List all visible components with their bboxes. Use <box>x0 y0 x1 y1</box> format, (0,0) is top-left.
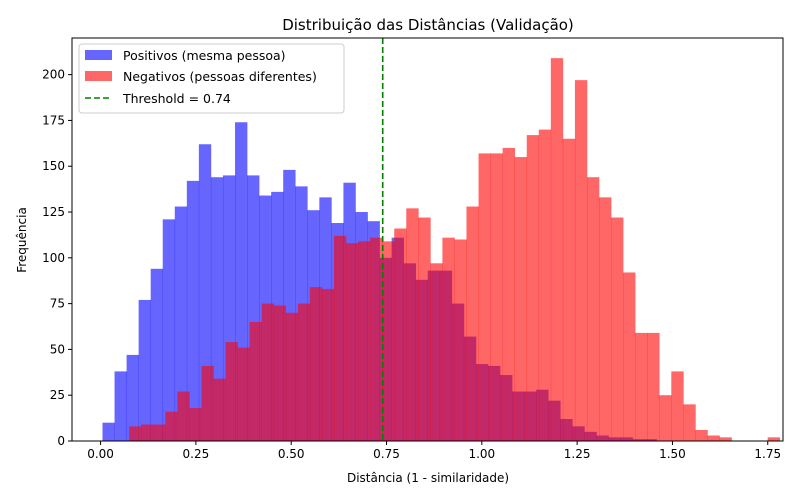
negative-bar <box>189 408 202 441</box>
negative-bar <box>586 177 600 441</box>
x-tick-label: 1.75 <box>754 447 781 461</box>
x-tick-label: 1.25 <box>564 447 591 461</box>
x-tick-label: 0.50 <box>278 447 305 461</box>
negative-bar <box>370 237 383 441</box>
negative-bar <box>321 288 335 441</box>
negative-bar <box>309 287 323 441</box>
negative-bar <box>129 426 142 441</box>
positive-bar <box>186 180 200 441</box>
negative-bar <box>659 395 672 441</box>
y-tick-label: 25 <box>50 388 65 402</box>
negative-bar <box>454 239 467 441</box>
legend-label-negative: Negativos (pessoas diferentes) <box>123 69 317 84</box>
negative-bar <box>538 129 552 441</box>
negative-bar <box>635 332 648 441</box>
negative-bar <box>153 424 166 441</box>
negative-bar <box>442 237 455 441</box>
negative-bar <box>526 135 540 441</box>
positive-bar <box>138 299 151 441</box>
y-tick-label: 100 <box>42 251 65 265</box>
negative-bar <box>430 263 443 441</box>
negative-bar <box>719 437 732 441</box>
negative-bar <box>297 303 311 441</box>
negative-bar <box>574 80 588 441</box>
negative-bar <box>333 235 347 441</box>
negative-bar <box>466 206 479 441</box>
x-axis-ticks: 0.00 0.25 0.50 0.75 1.00 1.25 1.50 1.75 <box>87 441 781 461</box>
negative-bar <box>201 365 214 441</box>
negative-bar <box>490 153 503 441</box>
y-axis-ticks: 0 25 50 75 100 125 150 175 200 <box>42 68 72 448</box>
x-tick-label: 0.25 <box>183 447 210 461</box>
negative-bar <box>514 157 528 441</box>
negative-bar <box>767 437 781 441</box>
negative-bar <box>165 411 178 441</box>
y-axis-title: Frequência <box>15 207 29 273</box>
legend-label-positive: Positivos (mesma pessoa) <box>123 48 286 63</box>
negative-bar <box>418 217 431 441</box>
y-tick-label: 0 <box>57 434 65 448</box>
negative-bar <box>671 371 684 441</box>
negative-bar <box>213 378 226 441</box>
legend-swatch-positive <box>85 50 112 60</box>
negative-bar <box>382 241 395 441</box>
negative-bar <box>394 228 407 441</box>
negative-bar <box>261 303 275 441</box>
negative-bar <box>273 305 287 441</box>
negative-bar <box>141 424 154 441</box>
negative-bar <box>550 58 564 442</box>
plot-frame <box>71 37 784 442</box>
negative-bar <box>647 332 660 441</box>
positive-bar <box>162 219 176 441</box>
legend-label-threshold: Threshold = 0.74 <box>122 91 231 106</box>
negative-bar <box>695 430 708 441</box>
negative-bar <box>285 312 299 441</box>
negative-bar <box>177 391 190 441</box>
negative-bar <box>599 197 612 441</box>
y-tick-label: 50 <box>50 342 65 356</box>
negative-bar <box>358 241 371 441</box>
negative-bar <box>707 435 720 441</box>
negative-bar <box>623 272 636 441</box>
x-tick-label: 0.75 <box>373 447 400 461</box>
negative-bar <box>249 321 262 441</box>
negative-series-bars <box>129 58 781 442</box>
x-tick-label: 1.50 <box>659 447 686 461</box>
negative-bar <box>346 243 359 441</box>
positive-bar <box>210 177 224 441</box>
x-tick-label: 0.00 <box>87 447 114 461</box>
x-tick-label: 1.00 <box>468 447 495 461</box>
legend-box <box>78 43 345 114</box>
positive-bar <box>102 422 115 441</box>
y-tick-label: 75 <box>50 297 65 311</box>
positive-bar <box>174 206 188 441</box>
y-tick-label: 125 <box>42 205 65 219</box>
negative-bar <box>562 138 576 441</box>
y-tick-label: 200 <box>42 68 65 82</box>
negative-bar <box>502 147 515 441</box>
negative-bar <box>406 208 419 441</box>
negative-bar <box>225 342 238 441</box>
y-tick-label: 175 <box>42 113 65 127</box>
x-axis-title: Distância (1 - similaridade) <box>347 471 509 485</box>
y-tick-label: 150 <box>42 159 65 173</box>
legend: Positivos (mesma pessoa) Negativos (pess… <box>78 43 345 114</box>
negative-bar <box>683 404 696 441</box>
negative-bar <box>237 347 250 441</box>
chart-title: Distribuição das Distâncias (Validação) <box>282 16 574 34</box>
positive-bar <box>150 268 164 441</box>
positive-bar <box>126 354 139 441</box>
negative-bar <box>611 217 624 441</box>
negative-bar <box>478 153 491 441</box>
positive-bar <box>114 371 127 441</box>
legend-swatch-negative <box>85 71 112 81</box>
